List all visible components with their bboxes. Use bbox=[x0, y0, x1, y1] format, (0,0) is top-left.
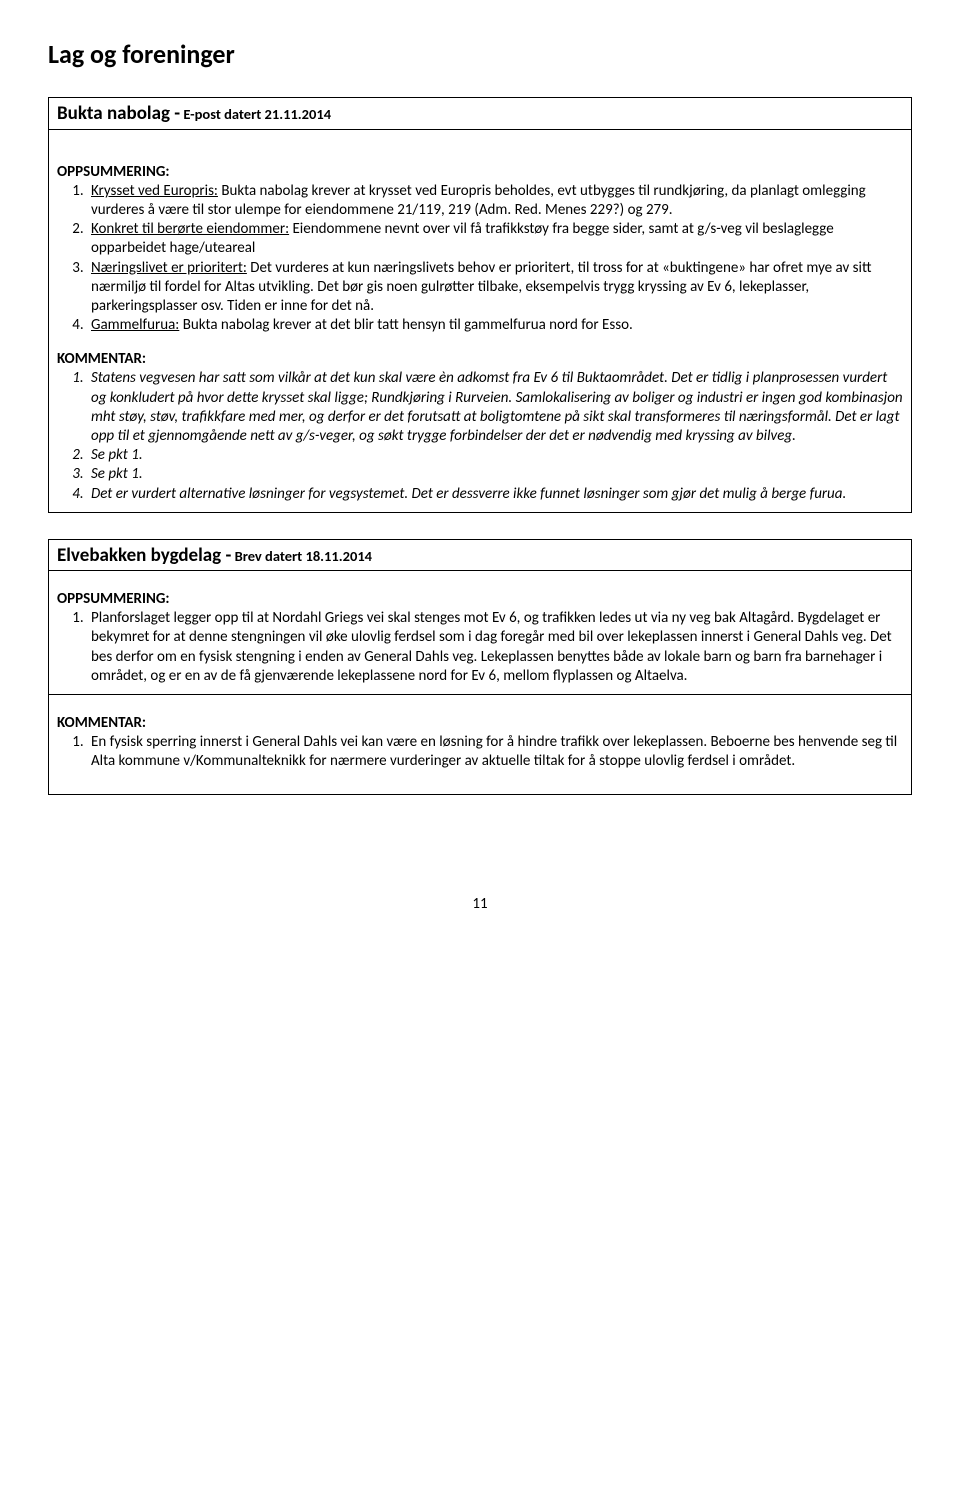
item-lead: Krysset ved Europris: bbox=[91, 182, 218, 200]
list-item: En fysisk sperring innerst i General Dah… bbox=[87, 733, 903, 771]
page-title: Lag og foreninger bbox=[48, 38, 912, 71]
item-lead: Næringslivet er prioritert: bbox=[91, 259, 247, 277]
section-bukta: Bukta nabolag - E-post datert 21.11.2014… bbox=[48, 97, 912, 513]
item-lead: Gammelfurua: bbox=[91, 316, 179, 334]
list-item: Næringslivet er prioritert: Det vurderes… bbox=[87, 259, 903, 317]
list-item: Det er vurdert alternative løsninger for… bbox=[87, 485, 903, 504]
list-item: Krysset ved Europris: Bukta nabolag krev… bbox=[87, 182, 903, 220]
item-rest: Bukta nabolag krever at det blir tatt he… bbox=[179, 316, 633, 334]
section-header: Bukta nabolag - E-post datert 21.11.2014 bbox=[49, 98, 911, 129]
item-lead: Konkret til berørte eiendommer: bbox=[91, 220, 289, 238]
oppsummering-list: Planforslaget legger opp til at Nordahl … bbox=[57, 609, 903, 686]
list-item: Se pkt 1. bbox=[87, 465, 903, 484]
list-item: Gammelfurua: Bukta nabolag krever at det… bbox=[87, 316, 903, 335]
list-item: Konkret til berørte eiendommer: Eiendomm… bbox=[87, 220, 903, 258]
list-item: Se pkt 1. bbox=[87, 446, 903, 465]
section-elvebakken: Elvebakken bygdelag - Brev datert 18.11.… bbox=[48, 539, 912, 795]
oppsummering-label: OPPSUMMERING: bbox=[57, 590, 903, 609]
section-header-meta: Brev datert 18.11.2014 bbox=[231, 547, 372, 565]
oppsummering-label: OPPSUMMERING: bbox=[57, 163, 903, 182]
oppsummering-list: Krysset ved Europris: Bukta nabolag krev… bbox=[57, 182, 903, 336]
oppsummering-block: OPPSUMMERING: Planforslaget legger opp t… bbox=[49, 571, 911, 695]
section-header-meta: E-post datert 21.11.2014 bbox=[180, 105, 331, 123]
list-item: Statens vegvesen har satt som vilkår at … bbox=[87, 369, 903, 446]
kommentar-list: En fysisk sperring innerst i General Dah… bbox=[57, 733, 903, 771]
kommentar-block: KOMMENTAR: En fysisk sperring innerst i … bbox=[49, 695, 911, 794]
section-body: OPPSUMMERING: Krysset ved Europris: Bukt… bbox=[49, 130, 911, 512]
section-header-name: Elvebakken bygdelag - bbox=[57, 544, 231, 567]
section-header-name: Bukta nabolag - bbox=[57, 102, 180, 125]
section-header: Elvebakken bygdelag - Brev datert 18.11.… bbox=[49, 540, 911, 571]
list-item: Planforslaget legger opp til at Nordahl … bbox=[87, 609, 903, 686]
kommentar-label: KOMMENTAR: bbox=[57, 350, 903, 369]
page-number: 11 bbox=[48, 895, 912, 914]
kommentar-list: Statens vegvesen har satt som vilkår at … bbox=[57, 369, 903, 503]
kommentar-label: KOMMENTAR: bbox=[57, 714, 903, 733]
